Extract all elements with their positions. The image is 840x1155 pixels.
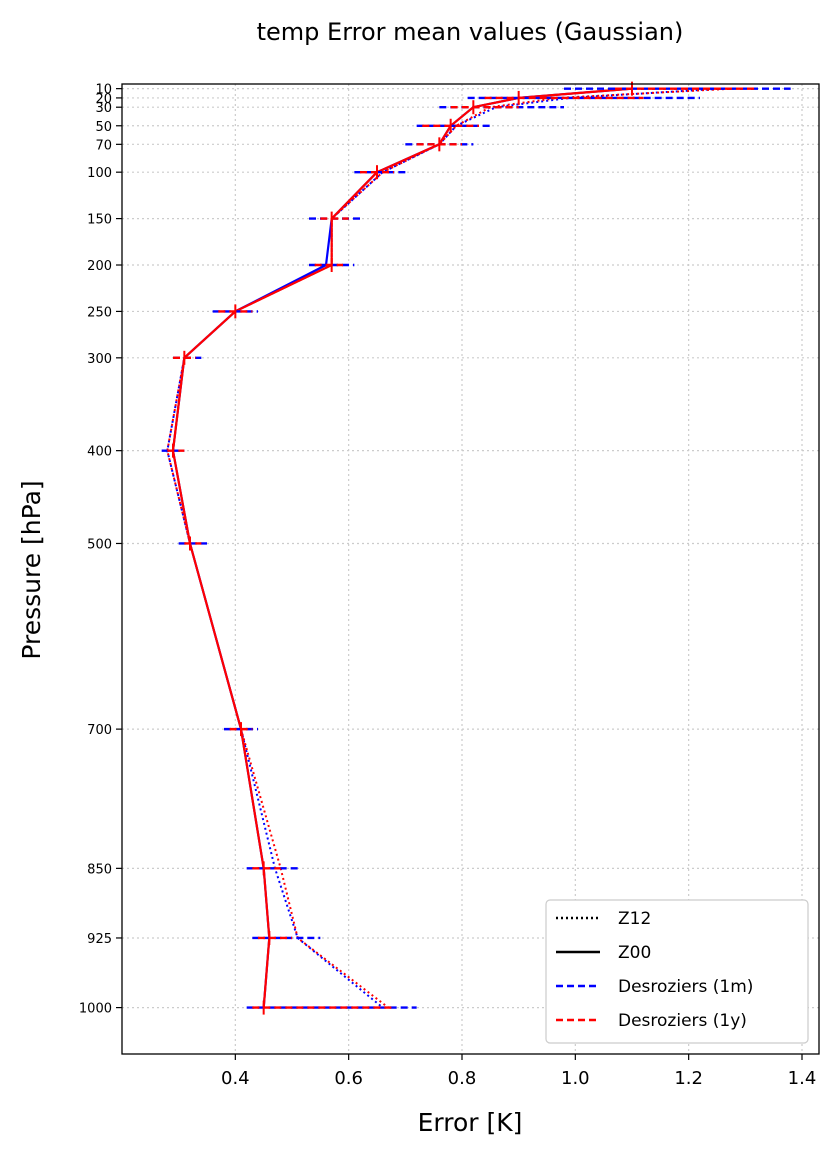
y-tick-label: 20 <box>95 92 112 107</box>
y-tick-label: 700 <box>87 723 112 738</box>
plot-frame <box>121 83 820 1055</box>
x-axis: 0.4 0.6 0.8 1.0 1.2 1.4 <box>221 1054 816 1089</box>
legend-label: Desroziers (1m) <box>618 977 753 997</box>
y-tick-label: 30 <box>95 101 112 116</box>
error-bars-layer <box>161 81 791 1015</box>
x-axis-label: Error [K] <box>418 1108 523 1137</box>
y-tick-label: 500 <box>87 537 112 552</box>
y-tick-label: 70 <box>95 138 112 153</box>
legend-label: Z12 <box>618 909 651 929</box>
series-line-1y_z12 <box>166 87 735 1009</box>
series-line-1m_z00 <box>171 87 633 1008</box>
series-line-1m_z12 <box>166 87 723 1009</box>
legend-box <box>545 899 809 1044</box>
x-tick-label: 0.4 <box>221 1068 250 1089</box>
y-tick-label: 200 <box>87 259 112 274</box>
y-tick-label: 10 <box>95 83 112 98</box>
y-tick-label: 850 <box>87 862 112 877</box>
x-tick-label: 0.8 <box>448 1068 477 1089</box>
y-tick-label: 1000 <box>79 1002 112 1017</box>
series-layer <box>166 87 735 1009</box>
y-tick-label: 100 <box>87 166 112 181</box>
x-tick-label: 0.6 <box>334 1068 363 1089</box>
x-tick-label: 1.0 <box>561 1068 590 1089</box>
y-tick-label: 925 <box>87 932 112 947</box>
y-tick-label: 50 <box>95 120 112 135</box>
legend: Z12 Z00 Desroziers (1m) Desroziers (1y) <box>545 899 809 1044</box>
y-tick-label: 400 <box>87 445 112 460</box>
legend-label: Desroziers (1y) <box>618 1011 747 1031</box>
y-axis-label: Pressure [hPa] <box>17 480 46 659</box>
y-tick-label: 250 <box>87 305 112 320</box>
y-tick-label: 300 <box>87 352 112 367</box>
x-tick-label: 1.4 <box>788 1068 817 1089</box>
x-tick-label: 1.2 <box>674 1068 703 1089</box>
y-tick-label: 150 <box>87 213 112 228</box>
chart-title: temp Error mean values (Gaussian) <box>257 18 684 46</box>
legend-label: Z00 <box>618 943 651 963</box>
series-line-1y_z00 <box>171 87 633 1008</box>
